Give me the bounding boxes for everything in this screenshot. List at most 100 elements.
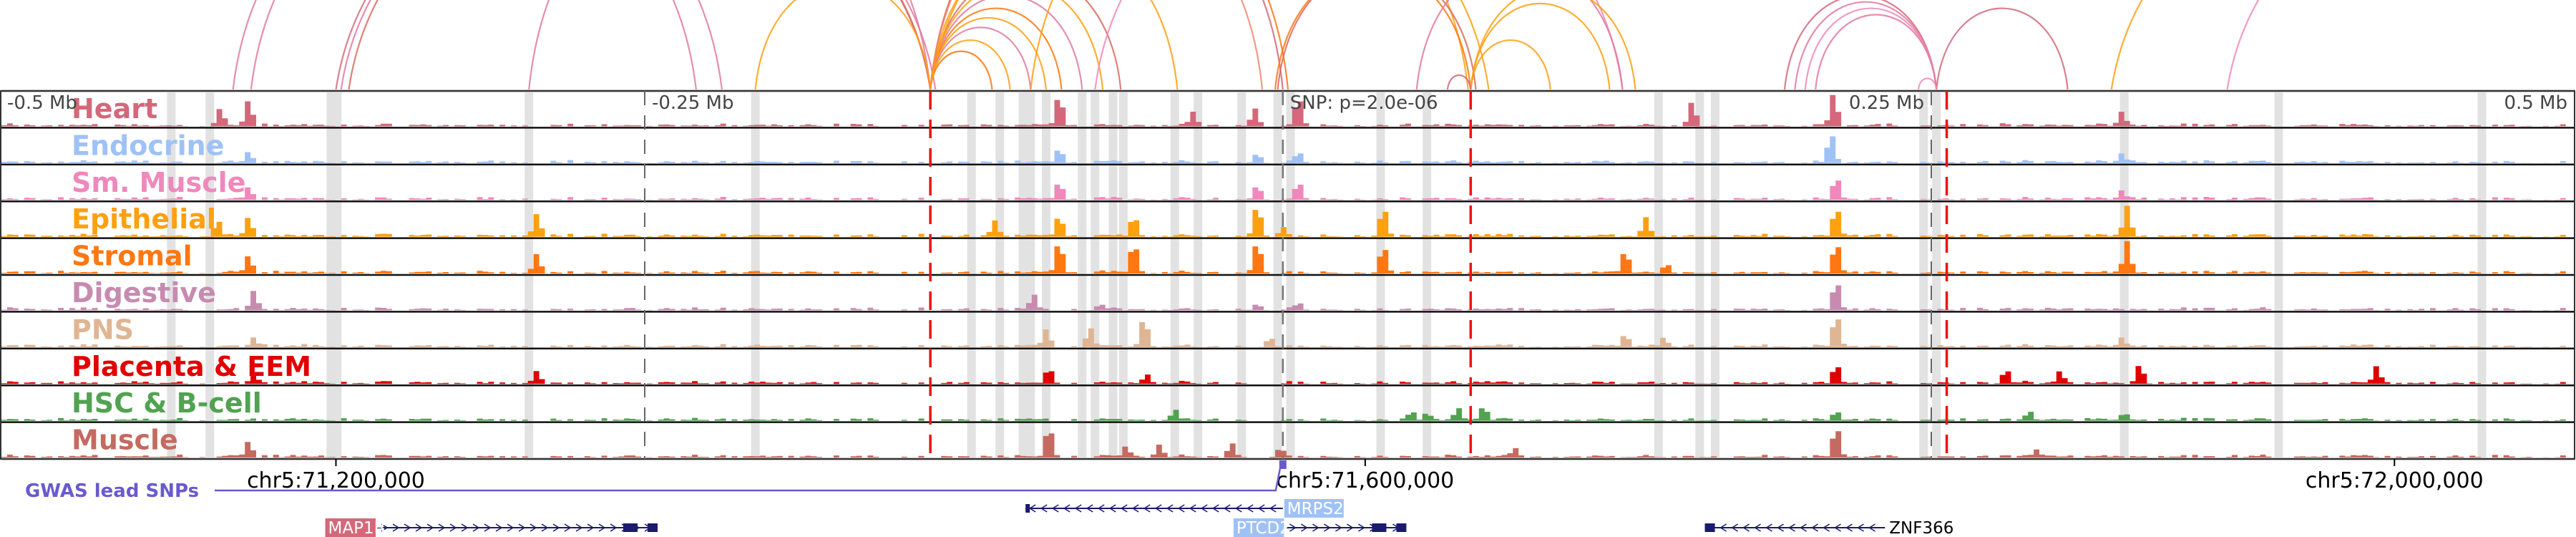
gene-label: MAP1B	[328, 519, 386, 537]
strand-arrow-icon	[1131, 504, 1139, 513]
strand-arrow-icon	[1868, 523, 1875, 532]
strand-arrow-icon	[415, 523, 423, 532]
strand-arrow-icon	[1811, 523, 1818, 532]
loop-arc	[1094, 0, 1624, 90]
strand-arrow-icon	[1177, 504, 1185, 513]
strand-arrow-icon	[1823, 523, 1830, 532]
loop-arc	[1815, 14, 1938, 90]
gene-exon	[1025, 504, 1030, 513]
strand-arrow-icon	[438, 523, 446, 532]
track-label: PNS	[72, 314, 134, 345]
gene-exon	[1704, 523, 1715, 532]
strand-arrow-icon	[518, 523, 526, 532]
strand-arrow-icon	[1223, 504, 1231, 513]
gene-exon	[1372, 523, 1387, 532]
snp-pvalue-label: SNP: p=2.0e-06	[1290, 92, 1438, 114]
gene-label: PTCD2	[1236, 519, 1290, 537]
loop-arc	[1446, 74, 1472, 90]
strand-arrow-icon	[552, 523, 560, 532]
track-label: Digestive	[72, 277, 216, 309]
strand-arrow-icon	[1154, 504, 1162, 513]
strand-arrow-icon	[1189, 504, 1196, 513]
track-label: HSC & B-cell	[72, 387, 262, 419]
coordinate-axis: chr5:71,200,000 chr5:71,600,000 chr5:72,00…	[247, 459, 2484, 493]
gene-map1b: MAP1B	[325, 518, 658, 537]
strand-arrow-icon	[1085, 504, 1093, 513]
loop-arc	[250, 0, 723, 90]
strand-arrow-icon	[1040, 504, 1048, 513]
strand-arrow-icon	[598, 523, 606, 532]
loop-arc	[1277, 0, 1477, 90]
loop-arc	[340, 0, 937, 90]
track-hsc-b-cell	[1, 384, 2575, 421]
strand-arrow-icon	[381, 523, 389, 532]
strand-arrow-icon	[564, 523, 572, 532]
strand-arrow-icon	[1063, 504, 1070, 513]
gene-label: MRPS27	[1287, 500, 1355, 518]
strand-arrow-icon	[1166, 504, 1174, 513]
gene-znf366: ZNF366	[1704, 519, 1953, 537]
track-pns	[1, 311, 2575, 347]
strand-arrow-icon	[1120, 504, 1128, 513]
loop-arc	[930, 26, 1032, 90]
gene-label: ZNF366	[1889, 519, 1953, 537]
gene-exon	[647, 523, 658, 532]
track-label: Endocrine	[72, 130, 224, 161]
gwas-snp-marker	[1279, 460, 1287, 469]
gwas-track: GWAS lead SNPs	[25, 460, 1287, 502]
strand-arrow-icon	[1324, 523, 1331, 532]
strand-arrow-icon	[1754, 523, 1761, 532]
strand-arrow-icon	[1765, 523, 1772, 532]
track-muscle	[1, 421, 2575, 458]
offset-label: -0.5 Mb	[7, 92, 77, 114]
strand-arrow-icon	[1857, 523, 1864, 532]
strand-arrow-icon	[1834, 523, 1841, 532]
track-sm-muscle	[1, 163, 2575, 200]
strand-arrow-icon	[1845, 523, 1853, 532]
loop-arc	[348, 0, 932, 90]
strand-arrow-icon	[1788, 523, 1795, 532]
strand-arrow-icon	[1358, 523, 1365, 532]
strand-arrow-icon	[404, 523, 411, 532]
strand-arrow-icon	[1074, 504, 1082, 513]
axis-tick-label: chr5:71,600,000	[1276, 468, 1454, 493]
strand-arrow-icon	[1257, 504, 1265, 513]
strand-arrow-icon	[1200, 504, 1208, 513]
signal-area	[1, 285, 2575, 311]
loop-arc	[232, 0, 698, 90]
strand-arrow-icon	[575, 523, 583, 532]
strand-arrow-icon	[1051, 504, 1059, 513]
strand-arrow-icon	[1777, 523, 1784, 532]
track-label: Sm. Muscle	[72, 167, 245, 198]
track-endocrine	[1, 127, 2575, 163]
track-labels: Heart Endocrine Sm. Muscle Epithelial Stroma…	[7, 92, 2567, 456]
gene-label-bg	[325, 518, 376, 537]
strand-arrow-icon	[1335, 523, 1342, 532]
strand-arrow-icon	[1143, 504, 1151, 513]
track-epithelial	[1, 200, 2575, 237]
track-stromal	[1, 237, 2575, 274]
loop-arc	[754, 0, 932, 90]
gene-label-bg	[1233, 518, 1284, 537]
loop-arc	[930, 0, 1289, 90]
gene-exon	[1396, 523, 1407, 532]
strand-arrow-icon	[1347, 523, 1354, 532]
track-label: Muscle	[72, 425, 178, 456]
loop-arc	[930, 0, 1284, 90]
track-label: Placenta & EEM	[72, 351, 311, 382]
loop-arc	[930, 50, 993, 90]
strand-arrow-icon	[587, 523, 595, 532]
chromatin-loops	[232, 0, 2260, 90]
track-label: Heart	[72, 93, 157, 125]
strand-arrow-icon	[1234, 504, 1242, 513]
loop-arc	[1936, 7, 2069, 90]
loop-arc	[528, 0, 932, 90]
loop-arc	[1917, 77, 1938, 90]
loop-arc	[1274, 0, 1472, 90]
loop-arc	[2226, 0, 2260, 90]
track-label: Epithelial	[72, 203, 216, 235]
offset-label: 0.5 Mb	[2504, 92, 2567, 114]
strand-arrow-icon	[484, 523, 492, 532]
strand-arrow-icon	[392, 523, 400, 532]
